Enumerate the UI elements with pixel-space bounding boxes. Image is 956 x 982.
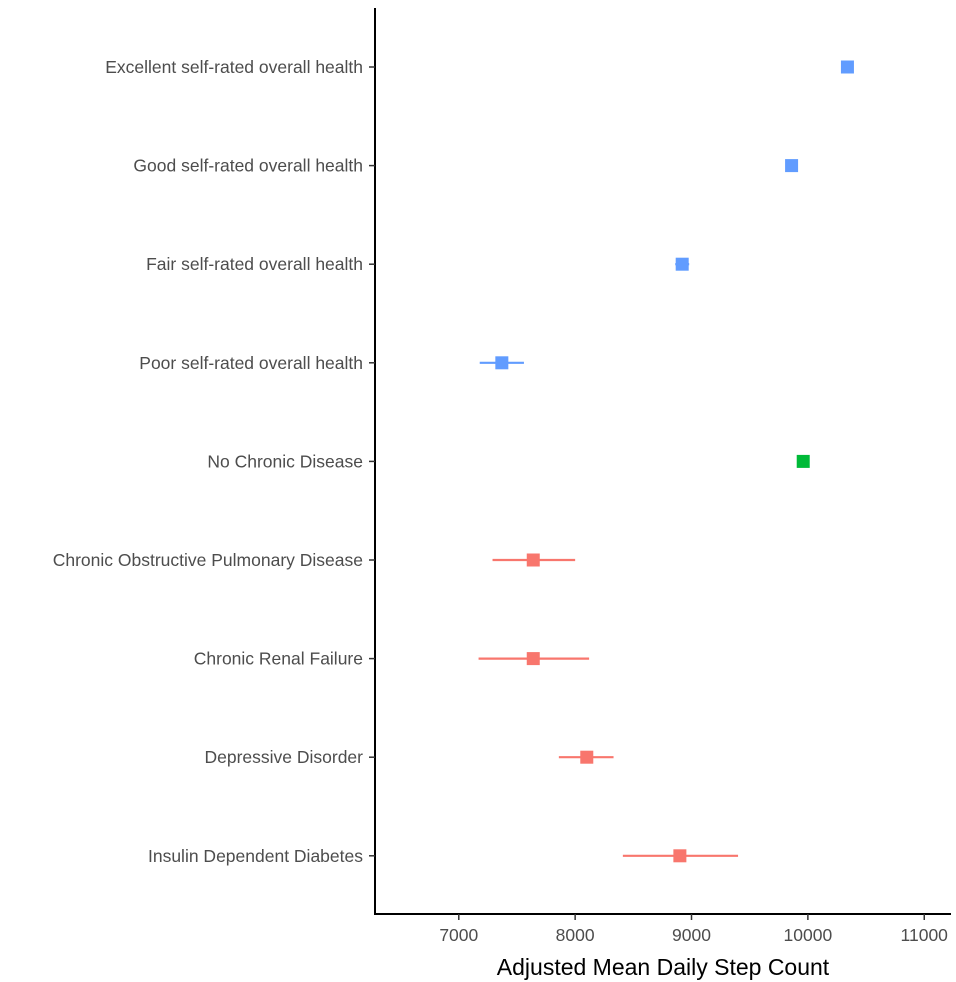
data-point-group [622,849,739,863]
point-estimate [580,750,594,764]
y-tick-label: No Chronic Disease [207,451,363,471]
x-tick-label: 7000 [439,925,478,945]
y-tick-label: Depressive Disorder [204,747,363,767]
y-tick-label: Excellent self-rated overall health [105,57,363,77]
point-estimate [785,159,799,173]
data-point-group [479,356,524,370]
data-point-group [785,159,799,173]
y-tick-label: Poor self-rated overall health [139,353,363,373]
y-axis-labels: Excellent self-rated overall health Good … [53,57,375,866]
x-tick-label: 11000 [901,925,949,945]
y-tick-label: Fair self-rated overall health [146,254,363,274]
x-axis-title: Adjusted Mean Daily Step Count [497,954,830,980]
y-tick-label: Insulin Dependent Diabetes [148,846,363,866]
y-tick-label: Good self-rated overall health [133,156,363,176]
point-estimate [495,356,509,370]
x-axis-ticks: 7000 8000 9000 10000 11000 [439,914,948,945]
x-tick-label: 8000 [556,925,595,945]
data-point-group [558,750,614,764]
plot-area [478,60,854,863]
y-tick-label: Chronic Obstructive Pulmonary Disease [53,550,363,570]
point-estimate [526,652,540,666]
point-estimate [673,849,687,863]
point-estimate [526,553,540,567]
data-point-group [675,257,690,271]
x-tick-label: 9000 [672,925,711,945]
y-tick-label: Chronic Renal Failure [194,649,363,669]
data-point-group [840,60,854,74]
x-tick-label: 10000 [784,925,833,945]
data-point-group [478,652,590,666]
point-estimate [840,60,854,74]
point-estimate [675,257,689,271]
data-point-group [492,553,576,567]
point-estimate [796,454,810,468]
data-point-group [796,454,810,468]
